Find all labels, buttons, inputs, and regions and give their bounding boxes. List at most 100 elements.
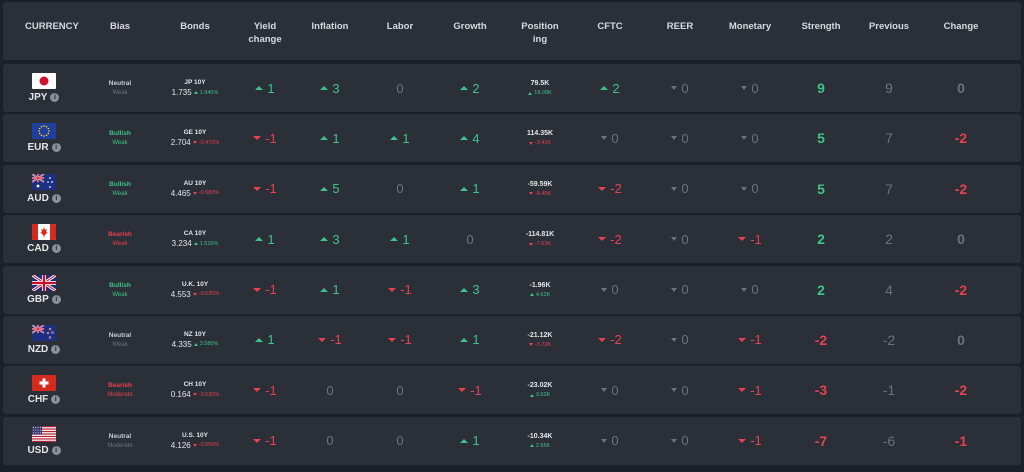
bond-change: 1.940% bbox=[199, 89, 219, 96]
table-row[interactable]: GBP i Bullish Weak U.K. 10Y 4.553 -0.520% -1 1 -1… bbox=[3, 265, 1021, 314]
bias-strength: Moderate bbox=[107, 392, 133, 399]
info-icon[interactable]: i bbox=[51, 244, 61, 254]
column-header[interactable]: Inflation bbox=[311, 21, 349, 32]
arrow-up-icon bbox=[193, 342, 198, 346]
arrow-up-icon bbox=[255, 237, 264, 242]
score-value: 1 bbox=[472, 433, 480, 449]
bonds-cell: GE 10Y 2.704 -0.470% bbox=[155, 129, 235, 147]
eu-flag-icon bbox=[32, 123, 56, 140]
info-icon[interactable]: i bbox=[51, 395, 61, 405]
bias-label: Bearish bbox=[108, 382, 132, 390]
strength-cell: 9 bbox=[817, 80, 825, 96]
info-icon[interactable]: i bbox=[51, 143, 61, 153]
score-value: 0 bbox=[751, 282, 759, 298]
score-value: -1 bbox=[330, 332, 342, 348]
info-icon[interactable]: i bbox=[51, 294, 61, 304]
score-value: 0 bbox=[466, 231, 474, 247]
currency-cell: USD i bbox=[3, 425, 85, 456]
score-value: 1 bbox=[402, 231, 410, 247]
yield-cell: -1 bbox=[235, 433, 295, 448]
positioning-change: -7.63K bbox=[528, 241, 551, 247]
arrow-down-icon bbox=[741, 287, 748, 292]
arrow-down-icon bbox=[598, 237, 607, 242]
info-icon[interactable]: i bbox=[51, 344, 61, 354]
column-header[interactable]: Bonds bbox=[180, 21, 210, 32]
column-header[interactable]: Positioning bbox=[521, 21, 559, 45]
positioning-change: -3.72K bbox=[528, 342, 551, 348]
column-header[interactable]: CURRENCY bbox=[25, 21, 79, 32]
arrow-up-icon bbox=[193, 242, 198, 246]
score-value: -1 bbox=[265, 181, 277, 197]
column-header[interactable]: CFTC bbox=[597, 21, 623, 32]
gb-flag-icon bbox=[32, 274, 56, 291]
table-row[interactable]: JPY i Neutral Weak JP 10Y 1.735 1.940% 1 3 0 2 79.5… bbox=[3, 64, 1021, 112]
labor-cell: -1 bbox=[365, 332, 435, 347]
info-icon[interactable]: i bbox=[50, 93, 60, 102]
bias-strength: Moderate bbox=[107, 442, 133, 449]
previous-cell: 7 bbox=[885, 130, 893, 147]
labor-cell: 0 bbox=[365, 383, 435, 398]
bias-cell: Neutral Weak bbox=[85, 332, 155, 348]
column-header[interactable]: Yield change bbox=[248, 21, 282, 45]
currency-cell: NZD i bbox=[3, 324, 85, 355]
positioning-cell: 79.5K 18.09K bbox=[505, 80, 575, 96]
table-row[interactable]: CHF i Bearish Moderate CH 10Y 0.164 -0.530% -1 0… bbox=[3, 366, 1021, 415]
cftc-cell: 2 bbox=[575, 81, 645, 96]
yield-cell: -1 bbox=[235, 282, 295, 297]
arrow-up-icon bbox=[320, 237, 329, 242]
monetary-cell: 0 bbox=[715, 131, 785, 146]
column-header[interactable]: Growth bbox=[453, 21, 487, 32]
column-header[interactable]: Change bbox=[943, 21, 979, 32]
change-cell: 0 bbox=[957, 231, 965, 248]
bond-change: 3.580% bbox=[199, 341, 219, 348]
info-icon[interactable]: i bbox=[51, 193, 61, 203]
arrow-down-icon bbox=[192, 191, 197, 195]
reer-cell: 0 bbox=[645, 131, 715, 146]
column-header[interactable]: REER bbox=[666, 21, 694, 32]
score-value: -1 bbox=[470, 382, 482, 398]
bias-label: Neutral bbox=[108, 432, 132, 440]
table-row[interactable]: USD i Neutral Moderate U.S. 10Y 4.126 -0.550% -… bbox=[3, 416, 1021, 465]
table-row[interactable]: EUR i Bullish Weak GE 10Y 2.704 -0.470% -1 1 1 4 11… bbox=[3, 114, 1021, 163]
info-icon[interactable]: i bbox=[51, 445, 61, 455]
previous-cell: 7 bbox=[885, 180, 893, 197]
score-value: 0 bbox=[396, 433, 404, 449]
positioning-cell: -1.96K 4.62K bbox=[505, 282, 575, 298]
inflation-cell: 1 bbox=[295, 282, 365, 297]
bond-value: 4.335 3.580% bbox=[171, 339, 219, 349]
score-value: -1 bbox=[265, 130, 277, 146]
positioning-cell: -10.34K 2.55K bbox=[505, 433, 575, 449]
bonds-cell: CA 10Y 3.234 1.510% bbox=[155, 230, 235, 248]
column-header[interactable]: Monetary bbox=[728, 21, 772, 32]
growth-cell: -1 bbox=[435, 383, 505, 398]
column-header[interactable]: Previous bbox=[868, 21, 910, 32]
previous-cell: 2 bbox=[885, 231, 893, 248]
us-flag-icon bbox=[32, 425, 56, 442]
column-header[interactable]: Bias bbox=[109, 21, 131, 32]
arrow-down-icon bbox=[598, 186, 607, 191]
arrow-down-icon bbox=[253, 136, 262, 141]
column-header[interactable]: Labor bbox=[386, 21, 414, 32]
bias-strength: Weak bbox=[112, 190, 128, 197]
arrow-down-icon bbox=[528, 343, 533, 347]
bias-label: Neutral bbox=[108, 331, 132, 339]
score-value: 0 bbox=[751, 80, 759, 96]
bias-strength: Weak bbox=[112, 140, 128, 147]
table-row[interactable]: AUD i Bullish Weak AU 10Y 4.465 -0.580% -1 5 0 1 -5… bbox=[3, 164, 1021, 213]
nz-flag-icon bbox=[32, 324, 56, 341]
table-row[interactable]: CAD i Bearish Weak CA 10Y 3.234 1.510% 1 3 1 0 -114… bbox=[3, 215, 1021, 264]
positioning-change: -8.45K bbox=[528, 191, 551, 197]
bond-change: -0.550% bbox=[198, 442, 220, 449]
arrow-up-icon bbox=[460, 86, 469, 90]
score-value: 5 bbox=[332, 181, 340, 197]
score-value: 0 bbox=[681, 80, 689, 96]
positioning-cell: -59.59K -8.45K bbox=[505, 181, 575, 197]
au-flag-icon bbox=[32, 173, 56, 190]
bond-name: CH 10Y bbox=[183, 381, 207, 389]
score-value: 1 bbox=[267, 231, 275, 247]
cftc-cell: 0 bbox=[575, 433, 645, 448]
arrow-up-icon bbox=[255, 86, 264, 90]
table-row[interactable]: NZD i Neutral Weak NZ 10Y 4.335 3.580% 1 -1 -1 1 -2… bbox=[3, 315, 1021, 364]
column-header[interactable]: Strength bbox=[801, 21, 841, 32]
monetary-cell: -1 bbox=[715, 433, 785, 448]
